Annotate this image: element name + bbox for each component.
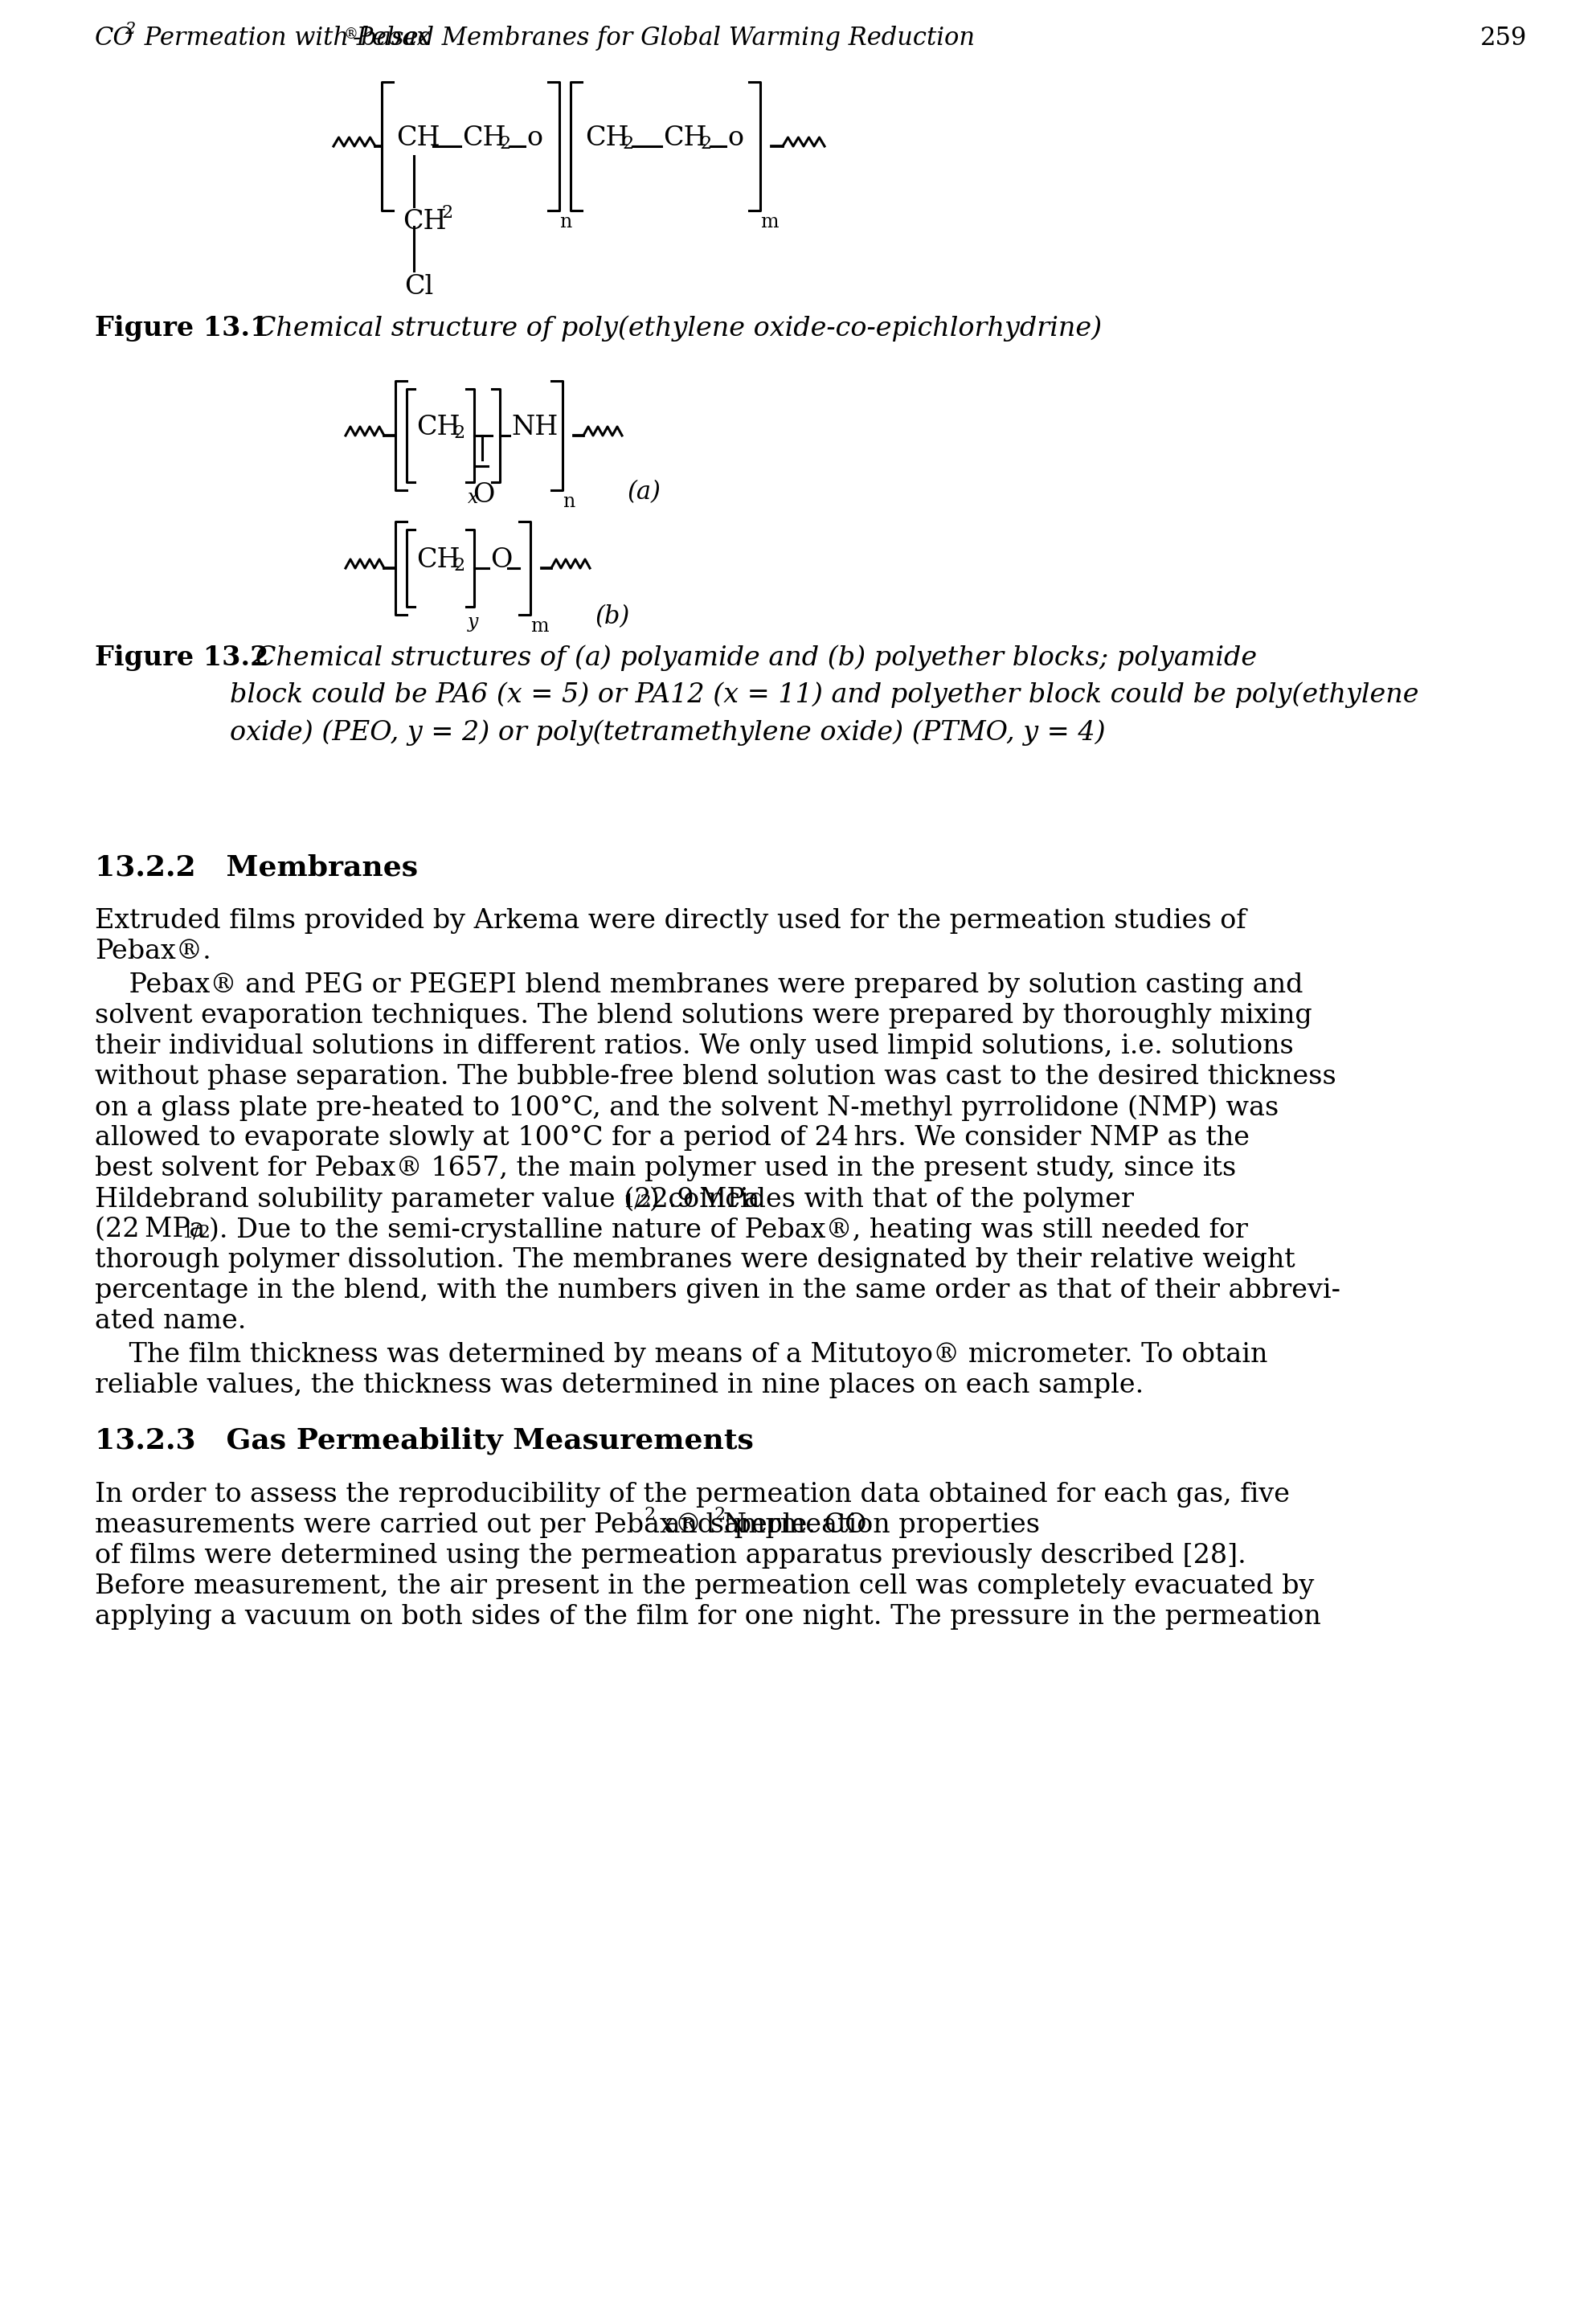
- Text: percentage in the blend, with the numbers given in the same order as that of the: percentage in the blend, with the number…: [94, 1278, 1341, 1304]
- Text: m: m: [530, 616, 549, 635]
- Text: 2: 2: [713, 1505, 725, 1524]
- Text: O: O: [490, 547, 512, 572]
- Text: Chemical structure of poly(ethylene oxide-co-epichlorhydrine): Chemical structure of poly(ethylene oxid…: [230, 315, 1101, 340]
- Text: 2: 2: [440, 204, 453, 222]
- Text: 2: 2: [453, 556, 464, 574]
- Text: CO: CO: [94, 25, 134, 51]
- Text: CH: CH: [417, 547, 460, 572]
- Text: x: x: [468, 489, 479, 507]
- Text: 1/2: 1/2: [182, 1223, 211, 1241]
- Text: n: n: [562, 493, 575, 512]
- Text: ®: ®: [345, 28, 359, 42]
- Text: reliable values, the thickness was determined in nine places on each sample.: reliable values, the thickness was deter…: [94, 1373, 1144, 1399]
- Text: 2: 2: [643, 1505, 654, 1524]
- Text: measurements were carried out per Pebax® sample. CO: measurements were carried out per Pebax®…: [94, 1512, 867, 1538]
- Text: CH: CH: [417, 415, 460, 440]
- Text: solvent evaporation techniques. The blend solutions were prepared by thoroughly : solvent evaporation techniques. The blen…: [94, 1003, 1312, 1028]
- Text: 13.2.2   Membranes: 13.2.2 Membranes: [94, 852, 418, 880]
- Text: Pebax®.: Pebax®.: [94, 938, 211, 963]
- Text: m: m: [760, 213, 779, 232]
- Text: 2: 2: [622, 134, 634, 153]
- Text: Cl: Cl: [404, 273, 434, 299]
- Text: CH: CH: [463, 125, 506, 151]
- Text: In order to assess the reproducibility of the permeation data obtained for each : In order to assess the reproducibility o…: [94, 1482, 1290, 1508]
- Text: permeation properties: permeation properties: [726, 1512, 1041, 1538]
- Text: (a): (a): [627, 479, 661, 505]
- Text: Hildebrand solubility parameter value (22.9 MPa: Hildebrand solubility parameter value (2…: [94, 1186, 760, 1211]
- Text: 1/2: 1/2: [622, 1193, 651, 1211]
- Text: ). Due to the semi-crystalline nature of Pebax®, heating was still needed for: ). Due to the semi-crystalline nature of…: [209, 1216, 1248, 1244]
- Text: 2: 2: [701, 134, 712, 153]
- Text: CH: CH: [586, 125, 629, 151]
- Text: Before measurement, the air present in the permeation cell was completely evacua: Before measurement, the air present in t…: [94, 1573, 1314, 1598]
- Text: CH: CH: [402, 208, 447, 234]
- Text: 2: 2: [500, 134, 511, 153]
- Text: NH: NH: [511, 415, 559, 440]
- Text: O: O: [472, 482, 495, 507]
- Text: 2: 2: [453, 424, 464, 442]
- Text: Permeation with Pebax: Permeation with Pebax: [137, 25, 431, 51]
- Text: 259: 259: [1479, 25, 1527, 51]
- Text: y: y: [468, 614, 479, 632]
- Text: -based Membranes for Global Warming Reduction: -based Membranes for Global Warming Redu…: [353, 25, 975, 51]
- Text: ated name.: ated name.: [94, 1309, 246, 1334]
- Text: allowed to evaporate slowly at 100°C for a period of 24 hrs. We consider NMP as : allowed to evaporate slowly at 100°C for…: [94, 1126, 1250, 1151]
- Text: 2: 2: [124, 21, 136, 37]
- Text: CH: CH: [396, 125, 440, 151]
- Text: Pebax® and PEG or PEGEPI blend membranes were prepared by solution casting and: Pebax® and PEG or PEGEPI blend membranes…: [94, 973, 1302, 998]
- Text: Figure 13.2: Figure 13.2: [94, 644, 268, 672]
- Text: 13.2.3   Gas Permeability Measurements: 13.2.3 Gas Permeability Measurements: [94, 1427, 753, 1454]
- Text: applying a vacuum on both sides of the film for one night. The pressure in the p: applying a vacuum on both sides of the f…: [94, 1605, 1321, 1630]
- Text: on a glass plate pre-heated to 100°C, and the solvent N-methyl pyrrolidone (NMP): on a glass plate pre-heated to 100°C, an…: [94, 1095, 1278, 1121]
- Text: Extruded films provided by Arkema were directly used for the permeation studies : Extruded films provided by Arkema were d…: [94, 908, 1246, 933]
- Text: Figure 13.1: Figure 13.1: [94, 315, 268, 340]
- Text: best solvent for Pebax® 1657, the main polymer used in the present study, since : best solvent for Pebax® 1657, the main p…: [94, 1156, 1237, 1181]
- Text: (b): (b): [595, 604, 630, 630]
- Text: CH: CH: [662, 125, 707, 151]
- Text: n: n: [559, 213, 571, 232]
- Text: their individual solutions in different ratios. We only used limpid solutions, i: their individual solutions in different …: [94, 1033, 1294, 1058]
- Text: The film thickness was determined by means of a Mitutoyo® micrometer. To obtain: The film thickness was determined by mea…: [94, 1341, 1267, 1369]
- Text: Chemical structures of (a) polyamide and (b) polyether blocks; polyamide
block c: Chemical structures of (a) polyamide and…: [230, 644, 1419, 746]
- Text: thorough polymer dissolution. The membranes were designated by their relative we: thorough polymer dissolution. The membra…: [94, 1248, 1296, 1274]
- Text: o: o: [527, 125, 543, 151]
- Text: (22 MPa: (22 MPa: [94, 1216, 206, 1241]
- Text: and N: and N: [656, 1512, 747, 1538]
- Text: of films were determined using the permeation apparatus previously described [28: of films were determined using the perme…: [94, 1542, 1246, 1568]
- Text: o: o: [728, 125, 744, 151]
- Text: ) coincides with that of the polymer: ) coincides with that of the polymer: [650, 1186, 1133, 1211]
- Text: without phase separation. The bubble-free blend solution was cast to the desired: without phase separation. The bubble-fre…: [94, 1063, 1336, 1091]
